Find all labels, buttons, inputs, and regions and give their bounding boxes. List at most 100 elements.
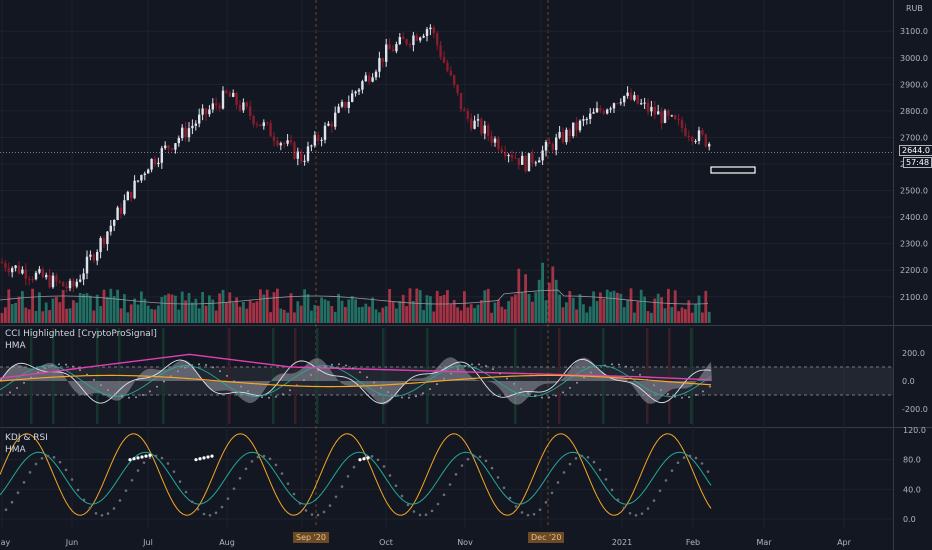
candle-body — [170, 148, 174, 150]
volume-bar — [41, 311, 45, 323]
volume-bar — [527, 294, 531, 323]
candle-body — [582, 119, 585, 121]
candle-body — [541, 150, 544, 161]
candle-body — [412, 35, 415, 46]
kdj-dot — [436, 502, 440, 506]
kdj-dot — [376, 458, 380, 462]
candle-body — [378, 58, 381, 72]
cci-dot — [65, 363, 67, 366]
volume-bar — [439, 296, 442, 323]
cci-dot — [30, 376, 32, 379]
volume-bar — [218, 293, 221, 323]
volume-bar — [27, 309, 31, 323]
kdj-dot — [544, 501, 548, 504]
candle-body — [351, 93, 354, 102]
volume-bar — [449, 304, 453, 323]
candle-body — [517, 158, 520, 165]
cci-dot — [275, 395, 277, 398]
volume-bar — [398, 301, 402, 323]
cci-pink-line — [0, 353, 712, 381]
cci-dot — [415, 395, 417, 398]
volume-bar — [653, 298, 657, 323]
candle-body — [323, 125, 327, 140]
candle-body — [286, 140, 289, 144]
candle-body — [221, 90, 225, 109]
candle-body — [663, 110, 667, 123]
drawing-box — [710, 166, 756, 174]
cci-dot — [9, 391, 11, 394]
kdj-overbought-dot — [144, 454, 148, 458]
kdj-overbought-dot — [128, 458, 132, 462]
candle-body — [62, 281, 65, 287]
candle-body — [507, 154, 510, 157]
volume-bar — [391, 301, 395, 323]
volume-bar — [123, 294, 126, 323]
candle-body — [595, 108, 599, 113]
candle-body — [623, 95, 626, 103]
kdj-dot — [58, 460, 62, 464]
volume-bar — [259, 289, 262, 323]
kdj-dot — [160, 456, 164, 460]
volume-bar — [126, 312, 130, 323]
candle-body — [293, 142, 296, 159]
cci-dot — [625, 365, 627, 368]
candle-body — [198, 114, 201, 124]
cci-dot — [604, 364, 606, 367]
volume-bar — [636, 301, 640, 323]
cci-dot — [135, 396, 137, 399]
kdj-dot — [154, 454, 158, 458]
kdj-dot — [670, 469, 674, 472]
volume-bar — [24, 307, 28, 323]
candle-body — [79, 279, 82, 282]
cci-dot — [114, 393, 116, 396]
volume-bar — [177, 309, 181, 323]
kdj-dot — [214, 511, 218, 515]
kdj-hma-label: HMA — [5, 445, 26, 455]
volume-bar — [612, 290, 616, 323]
candle-body — [612, 103, 616, 109]
kdj-dot — [382, 465, 386, 468]
volume-bar — [248, 300, 252, 323]
cci-dot — [44, 367, 46, 370]
kdj-dot — [334, 495, 338, 499]
kdj-dot — [238, 476, 242, 480]
candle-body — [191, 125, 194, 129]
kdj-dot — [256, 455, 260, 459]
volume-bar — [432, 311, 436, 323]
candle-body — [262, 122, 265, 127]
volume-bar — [160, 296, 164, 323]
volume-bar — [697, 295, 701, 323]
volume-bar — [582, 304, 585, 323]
kdj-tick-label: 0.0 — [903, 515, 916, 524]
cci-dot — [373, 381, 375, 384]
candle-body — [354, 91, 357, 94]
cci-dot — [646, 378, 648, 381]
volume-ma-line — [0, 289, 709, 305]
candle-body — [483, 125, 486, 134]
volume-bar — [31, 288, 34, 323]
cci-area — [0, 357, 712, 405]
kdj-dot — [388, 474, 392, 477]
volume-bar — [690, 312, 694, 323]
volume-bar — [680, 307, 684, 323]
volume-bar — [524, 274, 527, 323]
cci-dot — [100, 384, 102, 387]
candle-body — [650, 106, 653, 112]
cci-dot — [555, 394, 557, 397]
kdj-overbought-dot — [206, 455, 210, 459]
cci-dot — [310, 373, 312, 376]
cci-dot — [506, 377, 508, 380]
candle-body — [4, 263, 7, 269]
candle-body — [72, 280, 75, 287]
cci-dot — [366, 376, 368, 379]
candle-body — [327, 123, 330, 126]
volume-bar — [55, 296, 58, 323]
candle-body — [215, 103, 218, 106]
volume-bar — [116, 289, 119, 323]
candle-body — [340, 101, 344, 107]
cci-dot — [548, 396, 550, 399]
kdj-dot — [70, 478, 74, 481]
cci-dot — [345, 364, 347, 367]
volume-bar — [646, 311, 650, 323]
